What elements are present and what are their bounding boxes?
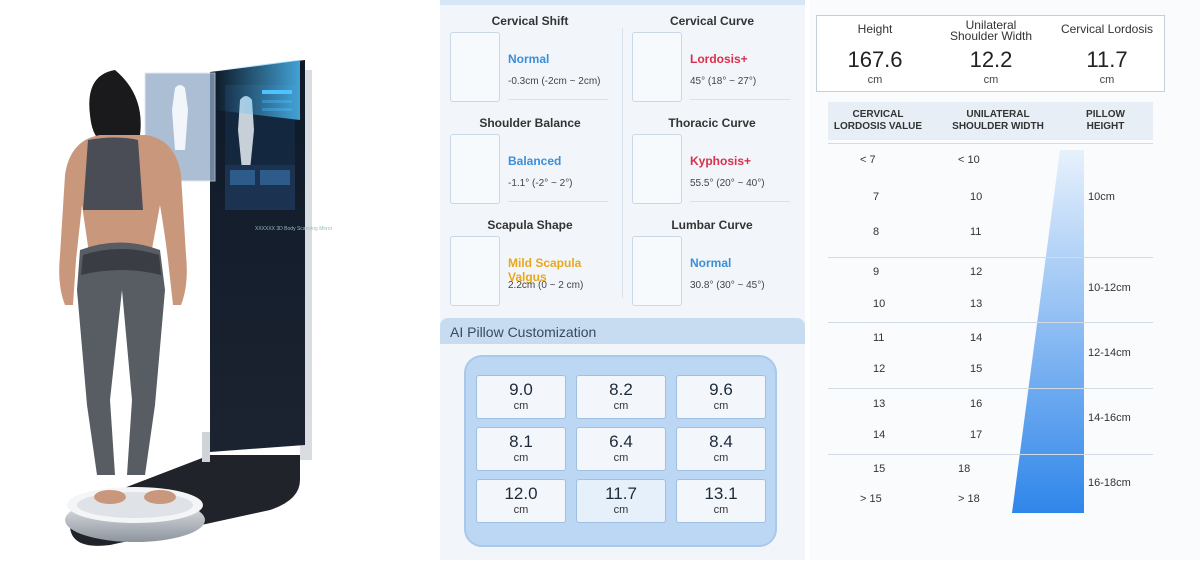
pillow-recommendation-panel — [810, 0, 1200, 560]
pillow-zone: 13.1 cm — [676, 479, 766, 523]
metric-title: Scapula Shape — [487, 218, 573, 232]
pillow-zone: 8.1 cm — [476, 427, 566, 471]
pillow-height-map: 9.0 cm 8.2 cm 9.6 cm 8.1 cm 6.4 cm 8.4 cm 12.0… — [464, 355, 777, 547]
divider — [690, 201, 790, 202]
measurement-shoulder-width: Unilateral Shoulder Width 12.2 cm — [949, 18, 1033, 86]
metric-title: Lumbar Curve — [671, 218, 753, 232]
pillow-zone: 9.6 cm — [676, 375, 766, 419]
metric-thoracic-curve: Thoracic Curve Kyphosis+ 55.5° (20° ~ 40… — [622, 102, 804, 204]
metric-title: Shoulder Balance — [479, 116, 581, 130]
pillow-height-value: 10cm — [1088, 191, 1115, 203]
ai-pillow-header: AI Pillow Customization — [440, 318, 805, 344]
metric-status: Mild Scapula Valgus — [508, 256, 582, 284]
pillow-height-value: 10-12cm — [1088, 282, 1131, 294]
pillow-zone: 8.2 cm — [576, 375, 666, 419]
metric-shoulder-balance: Shoulder Balance Balanced -1.1° (-2° ~ 2… — [440, 102, 622, 204]
pillow-zone: 6.4 cm — [576, 427, 666, 471]
table-group: 11 14 12 15 — [828, 322, 1153, 384]
pillow-height-value: 14-16cm — [1088, 412, 1131, 424]
posture-figure-icon — [450, 134, 500, 204]
pillow-zone: 8.4 cm — [676, 427, 766, 471]
metric-status: Normal — [690, 256, 732, 270]
metric-title: Thoracic Curve — [668, 116, 756, 130]
metric-status: Normal — [508, 52, 550, 66]
pillow-height-gradient — [1012, 150, 1084, 513]
divider — [508, 201, 608, 202]
column-header: PILLOW HEIGHT — [1086, 109, 1125, 132]
metric-value: 55.5° (20° ~ 40°) — [690, 178, 765, 189]
table-header: CERVICAL LORDOSIS VALUE UNILATERAL SHOUL… — [828, 102, 1153, 140]
pillow-zone-selected: 11.7 cm — [576, 479, 666, 523]
body-scanner-illustration: XXXXXX 3D Body Scanning Mirror — [59, 60, 333, 546]
metric-status: Balanced — [508, 154, 562, 168]
divider — [690, 99, 790, 100]
column-header: UNILATERAL SHOULDER WIDTH — [952, 109, 1044, 132]
metric-cervical-shift: Cervical Shift Normal -0.3cm (-2cm ~ 2cm… — [440, 0, 622, 102]
section-title: AI Pillow Customization — [450, 324, 597, 340]
pillow-zone: 12.0 cm — [476, 479, 566, 523]
posture-figure-icon — [632, 32, 682, 102]
table-group: 15 18 > 15 > 18 — [828, 454, 1153, 514]
metric-value: 30.8° (30° ~ 45°) — [690, 280, 765, 291]
column-header: CERVICAL LORDOSIS VALUE — [833, 109, 923, 132]
metric-value: -1.1° (-2° ~ 2°) — [508, 178, 573, 189]
metric-status: Kyphosis+ — [690, 154, 752, 168]
measurement-cervical-lordosis: Cervical Lordosis 11.7 cm — [1060, 22, 1154, 86]
divider — [508, 99, 608, 100]
table-group: < 7 < 10 7 10 8 11 — [828, 143, 1153, 253]
metric-title: Cervical Curve — [669, 14, 755, 28]
measurement-height: Height 167.6 cm — [847, 22, 903, 86]
posture-figure-icon — [632, 236, 682, 306]
metric-scapula-shape: Scapula Shape Mild Scapula Valgus 2.2cm … — [440, 204, 622, 306]
metric-title: Cervical Shift — [491, 14, 569, 28]
pillow-height-value: 12-14cm — [1088, 347, 1131, 359]
product-photo: XXXXXX 3D Body Scanning Mirror — [0, 0, 400, 560]
metric-status: Lordosis+ — [690, 52, 748, 66]
column-divider — [622, 28, 623, 298]
metric-value: -0.3cm (-2cm ~ 2cm) — [508, 76, 601, 87]
posture-figure-icon — [450, 32, 500, 102]
metric-value: 2.2cm (0 ~ 2 cm) — [508, 280, 584, 291]
measurement-summary: Height 167.6 cm Unilateral Shoulder Widt… — [816, 15, 1165, 92]
posture-figure-icon — [450, 236, 500, 306]
table-group: 13 16 14 17 — [828, 388, 1153, 450]
panel-top-bar — [440, 0, 805, 5]
metric-value: 45° (18° ~ 27°) — [690, 76, 757, 87]
device-caption: XXXXXX 3D Body Scanning Mirror — [255, 226, 333, 232]
metric-lumbar-curve: Lumbar Curve Normal 30.8° (30° ~ 45°) — [622, 204, 804, 306]
posture-figure-icon — [632, 134, 682, 204]
pillow-zone: 9.0 cm — [476, 375, 566, 419]
table-group: 9 12 10 13 — [828, 257, 1153, 318]
pillow-height-value: 16-18cm — [1088, 477, 1131, 489]
metric-cervical-curve: Cervical Curve Lordosis+ 45° (18° ~ 27°) — [622, 0, 804, 102]
